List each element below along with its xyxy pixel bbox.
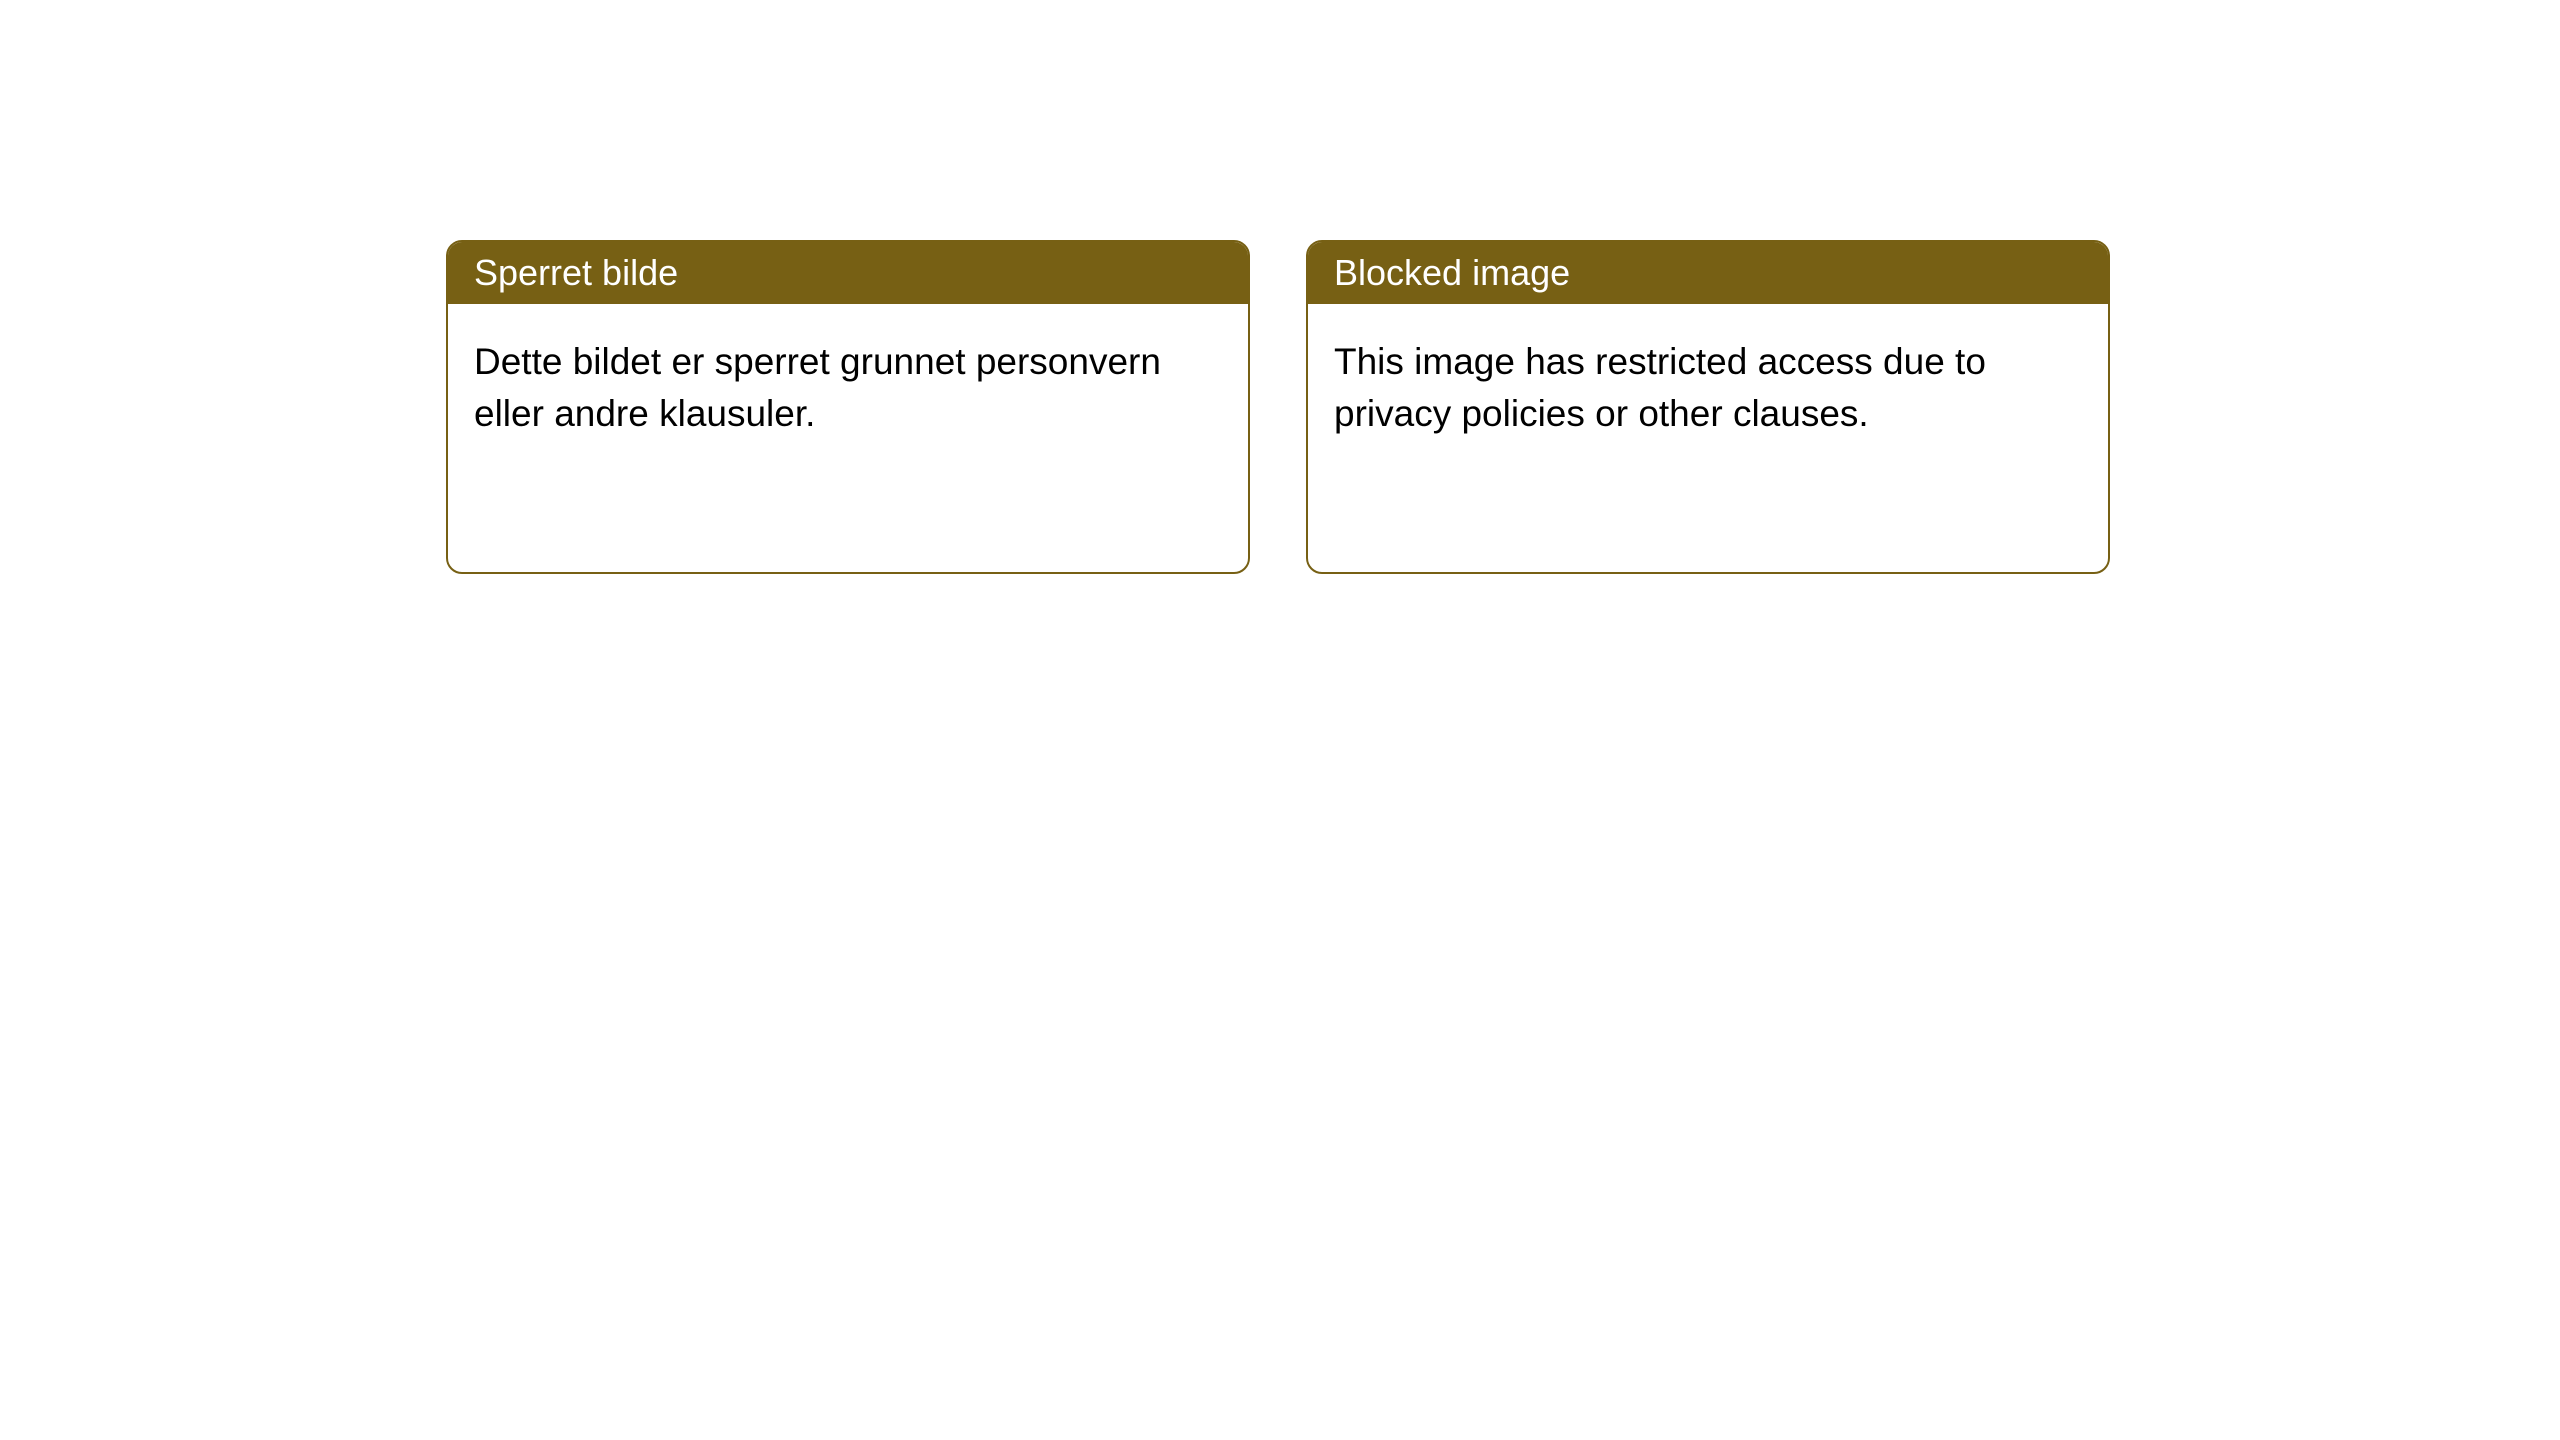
notice-text-english: This image has restricted access due to … [1334,341,1986,434]
notice-text-norwegian: Dette bildet er sperret grunnet personve… [474,341,1161,434]
notice-title-english: Blocked image [1334,252,1570,293]
notice-title-norwegian: Sperret bilde [474,252,678,293]
notice-body-english: This image has restricted access due to … [1308,304,2108,472]
notice-header-english: Blocked image [1308,242,2108,304]
notice-card-norwegian: Sperret bilde Dette bildet er sperret gr… [446,240,1250,574]
notice-body-norwegian: Dette bildet er sperret grunnet personve… [448,304,1248,472]
notice-container: Sperret bilde Dette bildet er sperret gr… [446,240,2110,574]
notice-header-norwegian: Sperret bilde [448,242,1248,304]
notice-card-english: Blocked image This image has restricted … [1306,240,2110,574]
